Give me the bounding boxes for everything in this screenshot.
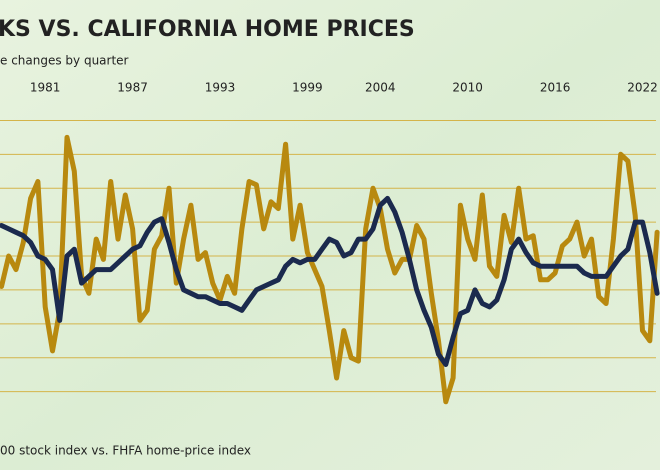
x-tick-label: 1981 (30, 81, 61, 95)
x-tick-label: 2010 (452, 81, 483, 95)
x-tick-label: 2004 (365, 81, 396, 95)
x-tick-label: 2022 (627, 81, 658, 95)
x-tick-label: 1993 (205, 81, 236, 95)
data-line (0, 134, 660, 405)
x-tick-label: 2016 (540, 81, 571, 95)
x-tick-label: 1987 (117, 81, 148, 95)
x-tick-label: 1999 (292, 81, 323, 95)
chart-title: KS VS. CALIFORNIA HOME PRICES (0, 17, 415, 42)
data-line (0, 195, 660, 367)
chart-subtitle: e changes by quarter (0, 54, 129, 68)
footnote: 00 stock index vs. FHFA home-price index (0, 444, 251, 458)
